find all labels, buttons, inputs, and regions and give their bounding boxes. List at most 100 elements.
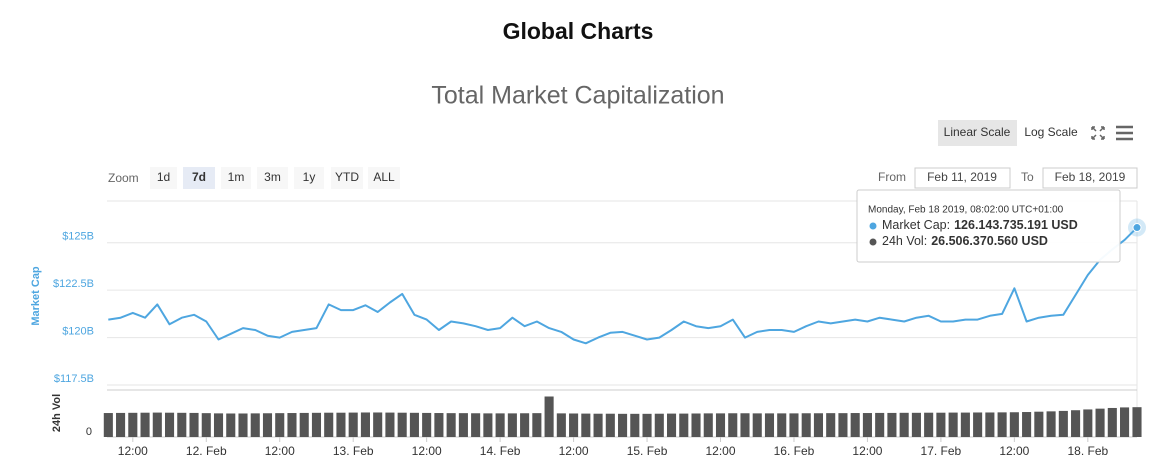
y-axis-title: Market Cap — [30, 266, 42, 326]
tooltip-item-value: 126.143.735.191 USD — [954, 218, 1078, 232]
zoom-button-label[interactable]: 1d — [157, 170, 170, 184]
volume-bar — [348, 412, 358, 437]
volume-bar — [434, 413, 444, 437]
volume-bar — [177, 412, 187, 437]
x-tick-label: 16. Feb — [774, 444, 815, 458]
zoom-buttons: 1d 7d 1m 3m 1y YTD ALL — [150, 167, 400, 189]
volume-bar — [1083, 409, 1093, 437]
volume-bar — [605, 413, 615, 437]
y-tick-label: $125B — [62, 231, 94, 243]
volume-bar — [1009, 412, 1019, 437]
volume-bar — [1132, 407, 1142, 437]
volume-bar — [789, 413, 799, 437]
volume-bar — [385, 412, 395, 437]
zoom-button[interactable] — [257, 167, 288, 189]
volume-bar — [189, 412, 199, 437]
volume-bar — [936, 412, 946, 437]
volume-bar — [948, 412, 958, 437]
volume-bar — [666, 413, 677, 437]
volume-bar — [1022, 412, 1032, 437]
volume-bar — [569, 413, 579, 437]
volume-bar — [593, 413, 603, 437]
tooltip-item: 24h Vol: 26.506.370.560 USD — [882, 234, 1048, 248]
zoom-button[interactable] — [368, 167, 400, 189]
linear-scale-button[interactable] — [938, 120, 1017, 146]
volume-bar — [152, 412, 162, 437]
volume-bar — [409, 412, 419, 437]
volume-bar — [495, 413, 505, 437]
from-input[interactable] — [914, 167, 1011, 189]
tooltip-dot — [869, 222, 877, 230]
volume-bar — [911, 412, 921, 437]
volume-bar — [103, 413, 113, 437]
volume-bar — [887, 412, 897, 437]
to-input[interactable] — [1042, 167, 1138, 189]
volume-bar — [458, 413, 468, 437]
x-tick-label: 12:00 — [118, 444, 148, 458]
tooltip-dot — [869, 238, 877, 246]
linear-scale-label[interactable]: Linear Scale — [944, 125, 1011, 139]
volume-bar — [1034, 411, 1044, 437]
x-tick-label: 15. Feb — [627, 444, 668, 458]
menu-icon[interactable] — [1116, 125, 1133, 141]
volume-bar — [250, 413, 260, 437]
to-date[interactable]: Feb 18, 2019 — [1055, 170, 1126, 184]
zoom-button[interactable] — [221, 167, 251, 189]
volume-bar — [654, 413, 664, 437]
tooltip: Monday, Feb 18 2019, 08:02:00 UTC+01:00 M… — [856, 189, 1121, 263]
volume-bar — [360, 412, 370, 437]
x-tick-label: 17. Feb — [921, 444, 962, 458]
zoom-button[interactable] — [331, 167, 363, 189]
volume-bar — [311, 412, 322, 437]
volume-bar — [838, 413, 848, 437]
tooltip-item: Market Cap: 126.143.735.191 USD — [882, 218, 1078, 232]
volume-bar — [324, 412, 334, 437]
volume-bar — [507, 413, 517, 437]
volume-bar — [471, 413, 481, 437]
zoom-button[interactable] — [294, 167, 324, 189]
volume-bar — [764, 413, 775, 437]
volume-bar — [679, 413, 689, 437]
tooltip-item-name: 24h Vol: — [882, 234, 927, 248]
zoom-button-label[interactable]: 1y — [303, 170, 316, 184]
volume-bar — [630, 413, 640, 437]
volume-bar — [544, 396, 554, 437]
volume-bar — [618, 413, 628, 437]
zoom-button-label[interactable]: 1m — [228, 170, 245, 184]
x-tick-label: 12:00 — [999, 444, 1029, 458]
volume-bar — [642, 413, 652, 437]
volume-bar — [752, 413, 762, 437]
volume-bar — [287, 413, 297, 437]
from-date[interactable]: Feb 11, 2019 — [927, 170, 997, 184]
volume-bar — [997, 412, 1007, 437]
volume-bar — [1058, 410, 1068, 437]
page-title: Global Charts — [503, 18, 654, 44]
x-tick-label: 12:00 — [559, 444, 589, 458]
market-cap-line — [108, 226, 1138, 345]
volume-bar — [262, 413, 273, 437]
tooltip-header: Monday, Feb 18 2019, 08:02:00 UTC+01:00 — [868, 205, 1064, 216]
volume-bar — [728, 413, 738, 437]
zoom-button-label[interactable]: ALL — [373, 170, 395, 184]
zoom-button-label[interactable]: 7d — [192, 170, 206, 184]
fullscreen-icon[interactable] — [1091, 126, 1105, 140]
volume-bar — [336, 412, 346, 437]
volume-bar — [226, 413, 236, 437]
x-tick-label: 12:00 — [412, 444, 442, 458]
volume-bar — [691, 413, 701, 437]
y-tick-label: $122.5B — [53, 278, 94, 290]
zoom-button-label[interactable]: 3m — [264, 170, 281, 184]
volume-bar — [116, 412, 126, 437]
volume-bar — [960, 412, 970, 437]
zoom-button[interactable] — [183, 167, 215, 189]
volume-bar — [483, 413, 493, 437]
volume-bar — [238, 413, 248, 437]
volume-bar — [532, 413, 542, 437]
log-scale-label[interactable]: Log Scale — [1024, 125, 1078, 139]
volume-bar — [703, 413, 713, 437]
zoom-button[interactable] — [150, 167, 177, 189]
tooltip-item-name: Market Cap: — [882, 218, 950, 232]
volume-bar — [446, 413, 456, 437]
zoom-button-label[interactable]: YTD — [335, 170, 359, 184]
